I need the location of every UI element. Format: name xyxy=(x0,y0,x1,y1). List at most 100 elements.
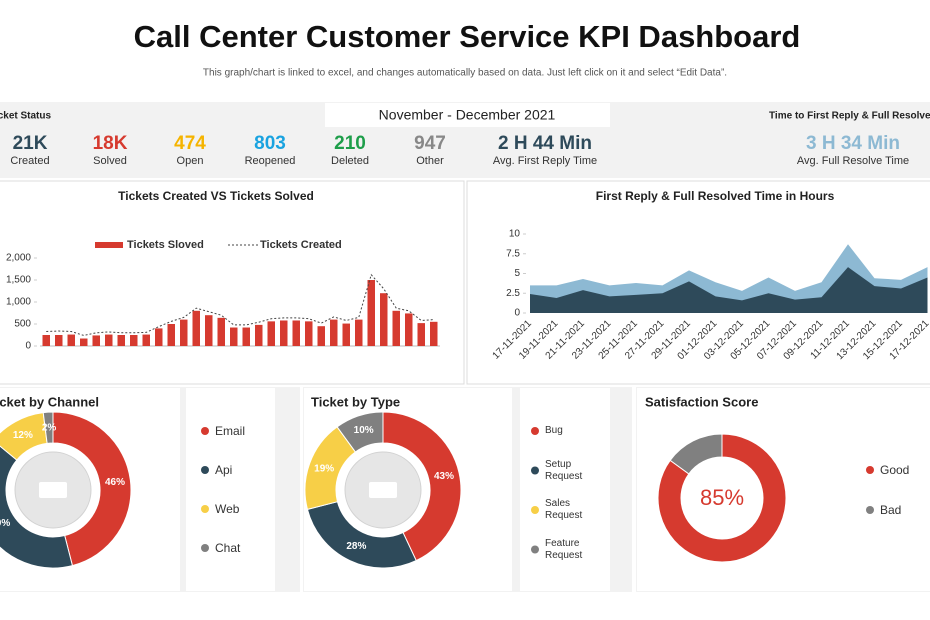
chart-title: Satisfaction Score xyxy=(645,394,758,409)
legend-item: Feature Request xyxy=(545,537,583,561)
bar xyxy=(267,321,275,346)
bar xyxy=(105,334,113,346)
legend-label: Feature Request xyxy=(545,537,583,561)
legend-dot xyxy=(531,466,539,475)
bar xyxy=(205,315,213,346)
center-icon xyxy=(39,482,67,498)
section-title: Ticket Status xyxy=(0,111,51,122)
legend-dot xyxy=(866,506,874,514)
bar xyxy=(217,317,225,346)
line xyxy=(46,273,434,336)
legend-label: Chat xyxy=(215,541,241,555)
kpi-value: 474 xyxy=(174,133,206,154)
bar xyxy=(367,280,375,346)
legend-item: Good xyxy=(880,463,910,477)
kpi-label: Created xyxy=(10,155,49,167)
bar xyxy=(255,324,263,346)
kpi-label: Open xyxy=(177,155,204,167)
kpi-value: 18K xyxy=(93,133,128,154)
legend-dot xyxy=(201,505,209,513)
legend-dot xyxy=(201,466,209,474)
slice xyxy=(657,433,787,563)
slice xyxy=(336,411,384,453)
data-label: 28% xyxy=(346,541,366,552)
bar xyxy=(417,323,425,346)
legend-label: Bug xyxy=(545,425,563,436)
data-label: 2% xyxy=(42,422,57,433)
legend-item: Web xyxy=(215,502,240,516)
legend-item: Api xyxy=(215,463,233,477)
bar xyxy=(155,328,163,346)
kpi-value: 210 xyxy=(334,133,366,154)
period-box xyxy=(325,103,610,127)
legend-label: Good xyxy=(880,463,910,477)
y-tick-label: 7.5 xyxy=(506,248,520,259)
center-icon xyxy=(369,482,397,498)
card xyxy=(853,388,930,591)
data-label: 12% xyxy=(13,430,33,441)
y-tick-label: 5 xyxy=(514,268,520,279)
legend-swatch xyxy=(95,242,123,248)
kpi-value: 21K xyxy=(13,133,48,154)
card xyxy=(186,388,275,591)
legend-label: Tickets Sloved xyxy=(127,239,204,251)
chart-title: Ticket by Type xyxy=(311,394,400,409)
chart-title: Ticket by Channel xyxy=(0,394,99,409)
bar xyxy=(342,323,350,346)
y-tick-label: 0 xyxy=(25,341,31,352)
bar xyxy=(142,334,150,346)
y-tick-label: 0 xyxy=(514,308,520,319)
bar xyxy=(430,321,438,346)
bar xyxy=(192,310,200,346)
kpi-label: Reopened xyxy=(245,155,296,167)
legend-item: Setup Request xyxy=(545,458,583,482)
bar xyxy=(317,326,325,346)
kpi-value: 803 xyxy=(254,133,286,154)
bar xyxy=(167,324,175,346)
legend-dot xyxy=(201,544,209,552)
legend-dot xyxy=(866,466,874,474)
bar xyxy=(392,310,400,346)
bar xyxy=(180,319,188,346)
data-label: 43% xyxy=(434,471,454,482)
y-tick-label: 500 xyxy=(14,319,31,330)
bar xyxy=(330,319,338,346)
legend-label: Email xyxy=(215,424,246,438)
kpi-label: Deleted xyxy=(331,155,369,167)
title: Call Center Customer Service KPI Dashboa… xyxy=(134,19,801,54)
legend-item: Bad xyxy=(880,503,902,517)
legend-dot xyxy=(531,506,539,514)
legend-label: Api xyxy=(215,463,233,477)
legend-label: Web xyxy=(215,502,240,516)
y-tick-label: 10 xyxy=(509,229,521,240)
kpi-label: Avg. Full Resolve Time xyxy=(797,155,909,167)
kpi-label: Solved xyxy=(93,155,127,167)
y-tick-label: 2.5 xyxy=(506,288,520,299)
bar xyxy=(230,327,238,346)
card xyxy=(520,388,610,591)
bar xyxy=(55,335,63,346)
slice xyxy=(52,411,132,567)
y-tick-label: 1,500 xyxy=(6,275,31,286)
period: November - December 2021 xyxy=(379,107,556,123)
kpi-value: 947 xyxy=(414,133,446,154)
y-tick-label: 2,000 xyxy=(6,253,31,264)
bar xyxy=(92,335,100,346)
bar xyxy=(67,334,75,346)
legend-label: Setup Request xyxy=(545,458,583,482)
kpi-label: Avg. First Reply Time xyxy=(493,155,597,167)
subtitle: This graph/chart is linked to excel, and… xyxy=(203,68,727,79)
bar xyxy=(80,338,88,346)
bar xyxy=(280,320,288,346)
data-label: 40% xyxy=(0,518,10,529)
bar xyxy=(242,327,250,346)
bar xyxy=(292,320,300,346)
legend-label: Bad xyxy=(880,503,902,517)
chart-title: First Reply & Full Resolved Time in Hour… xyxy=(596,189,835,203)
center-label: 85% xyxy=(700,485,744,510)
kpi-value: 2 H 44 Min xyxy=(498,133,592,154)
kpi-value: 3 H 34 Min xyxy=(806,133,900,154)
data-label: 19% xyxy=(314,463,334,474)
